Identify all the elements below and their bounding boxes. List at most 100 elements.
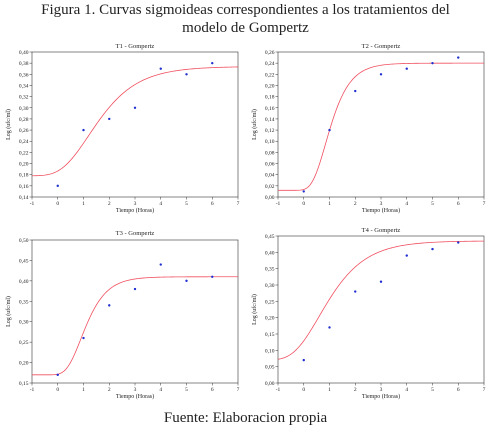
y-tick-label: 0,50 <box>19 238 29 244</box>
y-axis-label: Log (ufc/ml) <box>251 109 258 140</box>
x-tick-label: 5 <box>185 387 188 393</box>
y-tick-label: 0,45 <box>19 258 29 264</box>
figure-source: Fuente: Elaboracion propia <box>163 410 328 426</box>
y-tick-label: 0,40 <box>19 50 29 56</box>
chart-panel-t1: -1 0 1 2 3 4 5 6 7 0,14 0,16 0,18 0,20 0,22 0,24 0,26 0,… <box>5 43 240 214</box>
data-point <box>354 290 357 293</box>
y-tick-label: 0,25 <box>265 299 275 305</box>
x-axis-label: Tiempo (Horas) <box>362 393 400 400</box>
panel-title: T2 - Gompertz <box>362 43 401 50</box>
data-point <box>159 263 162 266</box>
data-point <box>56 373 59 377</box>
data-point <box>379 73 383 76</box>
x-tick-label: -1 <box>276 387 281 393</box>
panel-title: T3 - Gompertz <box>116 230 155 237</box>
x-tick-label: 3 <box>134 387 137 393</box>
y-tick-label: 0,30 <box>19 320 29 326</box>
y-tick-label: 0,00 <box>265 381 275 387</box>
data-point <box>82 336 85 340</box>
x-tick-label: 1 <box>82 387 85 393</box>
y-tick-label: 0,20 <box>265 316 275 322</box>
x-tick-label: 3 <box>380 387 383 393</box>
data-point <box>431 247 434 251</box>
y-tick-label: 0,02 <box>265 184 275 190</box>
x-tick-label: 3 <box>380 201 383 207</box>
data-point <box>457 56 460 59</box>
x-tick-label: 6 <box>457 201 460 207</box>
data-point <box>405 67 408 70</box>
y-tick-label: 0,00 <box>265 195 275 201</box>
x-tick-label: -1 <box>276 201 281 207</box>
y-tick-label: 0,16 <box>265 106 275 112</box>
panel-title: T4 - Gompertz <box>362 227 401 234</box>
data-point <box>56 184 59 188</box>
y-tick-label: 0,16 <box>19 184 29 190</box>
x-axis-label: Tiempo (Horas) <box>116 393 154 400</box>
x-tick-label: 2 <box>108 201 111 207</box>
y-tick-label: 0,40 <box>265 250 275 256</box>
data-point <box>302 358 305 362</box>
x-tick-label: 4 <box>159 387 162 393</box>
x-tick-label: 1 <box>82 201 85 207</box>
y-axis-label: Log (ufc/ml) <box>251 294 258 325</box>
y-tick-label: 0,04 <box>265 173 275 179</box>
plot-frame <box>277 235 485 384</box>
x-tick-label: 0 <box>302 387 305 393</box>
data-point <box>108 304 111 307</box>
y-tick-label: 0,24 <box>265 61 275 67</box>
y-tick-label: 0,25 <box>19 340 29 346</box>
y-tick-label: 0,26 <box>265 50 275 56</box>
data-point <box>431 61 434 65</box>
y-tick-label: 0,40 <box>19 279 29 285</box>
y-tick-label: 0,35 <box>265 267 275 273</box>
y-tick-label: 0,06 <box>265 162 275 168</box>
data-point <box>82 128 85 132</box>
y-tick-label: 0,30 <box>265 283 275 289</box>
x-tick-label: 6 <box>457 387 460 393</box>
y-tick-label: 0,12 <box>265 128 275 134</box>
x-tick-label: 4 <box>159 201 162 207</box>
y-tick-label: 0,32 <box>19 95 29 101</box>
x-tick-label: -1 <box>30 387 35 393</box>
fitted-curve <box>32 276 238 376</box>
data-point <box>211 275 214 278</box>
data-point <box>379 280 383 283</box>
y-tick-label: 0,20 <box>19 162 29 168</box>
x-tick-label: 2 <box>108 387 111 393</box>
data-point <box>457 241 460 244</box>
x-tick-label: 2 <box>354 387 357 393</box>
y-tick-label: 0,24 <box>19 139 29 145</box>
y-tick-label: 0,30 <box>19 106 29 112</box>
x-tick-label: 6 <box>211 387 214 393</box>
y-tick-label: 0,45 <box>265 234 275 240</box>
data-point <box>185 73 188 76</box>
x-tick-label: 7 <box>483 387 486 393</box>
y-tick-label: 0,10 <box>265 348 275 354</box>
y-tick-label: 0,22 <box>265 72 275 78</box>
y-tick-label: 0,14 <box>265 117 275 123</box>
x-tick-label: 0 <box>56 201 59 207</box>
panel-title: T1 - Gompertz <box>116 43 155 50</box>
y-tick-label: 0,34 <box>19 83 29 89</box>
x-tick-label: 0 <box>302 201 305 207</box>
x-tick-label: 6 <box>211 201 214 207</box>
y-tick-label: 0,20 <box>19 361 29 367</box>
chart-panel-t3: -1 0 1 2 3 4 5 6 7 0,15 0,20 0,25 0,30 0,35 0,40 0,45 0,… <box>5 230 240 400</box>
plot-frame <box>31 51 239 198</box>
x-tick-label: 1 <box>328 387 331 393</box>
x-tick-label: 4 <box>405 201 408 207</box>
data-point <box>133 287 137 291</box>
y-tick-label: 0,15 <box>265 332 275 338</box>
y-tick-label: 0,10 <box>265 139 275 145</box>
y-tick-label: 0,20 <box>265 83 275 89</box>
y-tick-label: 0,14 <box>19 195 29 201</box>
figure-title-line-1: Figura 1. Curvas sigmoideas correspondie… <box>41 2 450 18</box>
y-tick-label: 0,18 <box>19 173 29 179</box>
fitted-curve <box>31 66 239 177</box>
y-tick-label: 0,35 <box>19 299 29 305</box>
data-point <box>302 190 305 193</box>
y-axis-label: Log (ufc/ml) <box>5 109 12 140</box>
x-tick-label: -1 <box>30 201 35 207</box>
y-tick-label: 0,22 <box>19 150 29 156</box>
x-tick-label: 1 <box>328 201 331 207</box>
